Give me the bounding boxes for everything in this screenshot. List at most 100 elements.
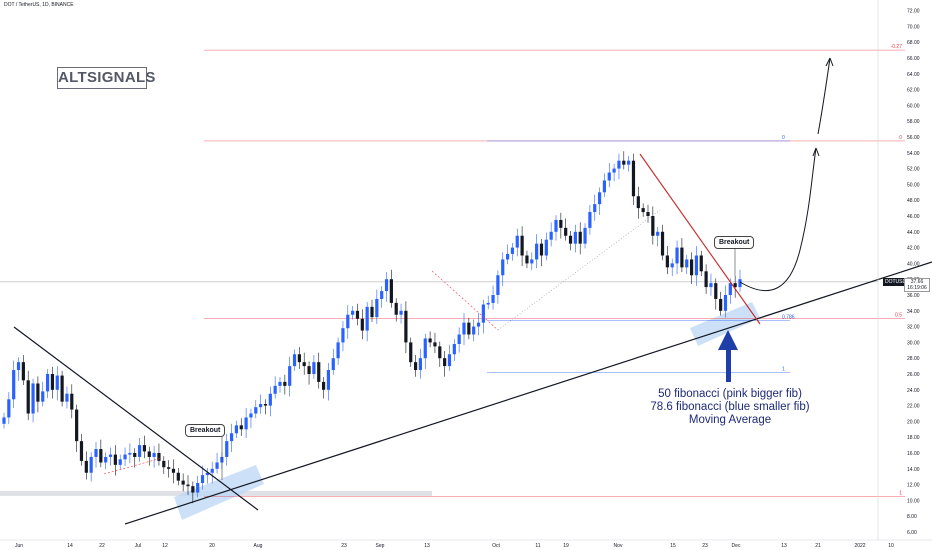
time-tick-label: Dec: [732, 543, 741, 549]
candle-body: [239, 425, 243, 430]
candle-body: [559, 219, 563, 228]
candle-body: [225, 441, 229, 457]
candle-body: [370, 306, 374, 318]
price-tick-label: 14.00: [907, 467, 920, 473]
candle: [273, 376, 277, 399]
candle: [360, 309, 364, 340]
time-tick-label: 12: [162, 543, 168, 549]
candle: [137, 437, 142, 462]
candle: [31, 378, 35, 423]
candle: [447, 344, 452, 371]
candle-body: [694, 255, 699, 276]
candle: [254, 400, 258, 419]
price-tick-label: 54.00: [907, 151, 920, 157]
symbol-badge: DOTUSDT: [883, 278, 912, 286]
candle: [200, 465, 205, 490]
dashed-line-a: [103, 457, 163, 475]
candle-body: [331, 358, 335, 371]
price-tick-label: 58.00: [907, 119, 920, 125]
candle: [336, 337, 340, 365]
candle-body: [486, 302, 490, 305]
candle-body: [341, 328, 345, 343]
candle-body: [443, 358, 447, 367]
candle: [564, 218, 568, 241]
candle-body: [583, 227, 587, 244]
candle-body: [321, 381, 326, 390]
candle-body: [65, 393, 69, 402]
candle-body: [573, 231, 577, 244]
price-tick-label: 50.00: [907, 182, 920, 188]
candle: [186, 475, 190, 495]
candle-body: [249, 413, 253, 418]
last-price: 37.66: [910, 279, 924, 285]
price-tick-label: 44.00: [907, 230, 920, 236]
candle-body: [234, 425, 239, 434]
candle: [723, 285, 728, 318]
candle: [476, 313, 481, 336]
candle-body: [491, 295, 495, 303]
bar-countdown: 16:19:06: [907, 285, 927, 291]
candle-body: [104, 456, 108, 463]
candle: [341, 321, 345, 352]
candle: [428, 331, 432, 348]
candle: [50, 366, 55, 399]
candle-body: [326, 370, 331, 390]
candle-body: [229, 433, 234, 442]
candle-body: [157, 453, 161, 461]
candle-body: [384, 279, 389, 292]
price-tick-label: 36.00: [907, 293, 920, 299]
candle: [60, 370, 64, 407]
price-tick-label: 46.00: [907, 214, 920, 220]
moving-average-line: [124, 261, 932, 525]
candle: [409, 337, 413, 367]
candle: [627, 155, 631, 172]
price-tick-label: 20.00: [907, 419, 920, 425]
candle: [157, 443, 161, 466]
time-tick-label: Nov: [614, 543, 623, 549]
price-tick-label: 66.00: [907, 56, 920, 62]
candle-body: [196, 483, 200, 493]
candle: [133, 448, 137, 468]
candle-body: [394, 302, 398, 315]
candle: [515, 228, 519, 257]
candle-body: [728, 283, 732, 295]
candle: [292, 349, 297, 371]
candle-body: [520, 235, 524, 256]
candle-body: [147, 451, 151, 457]
candle-body: [593, 204, 597, 213]
candle: [733, 276, 737, 298]
candle-body: [365, 306, 369, 331]
projection-path-1: [739, 147, 817, 292]
candle: [278, 377, 282, 393]
candle: [665, 246, 669, 275]
candle-body: [55, 375, 59, 390]
candle-body: [75, 409, 79, 442]
candle-body: [254, 407, 258, 414]
fib-pink-label: 0: [899, 135, 902, 141]
candle-body: [273, 385, 277, 394]
candle: [234, 420, 239, 438]
candle: [365, 302, 369, 342]
candle: [501, 252, 505, 286]
fib-pink-label: 1: [899, 490, 902, 496]
candle: [394, 298, 398, 322]
time-tick-label: 2022: [854, 543, 865, 549]
candle: [472, 319, 476, 342]
candle: [699, 250, 703, 277]
candle-body: [515, 235, 519, 248]
candle: [70, 384, 74, 419]
candle-body: [346, 314, 350, 329]
candle: [593, 194, 597, 221]
price-tick-label: 22.00: [907, 404, 920, 410]
candle-body: [336, 342, 340, 359]
candle: [288, 356, 292, 397]
candle: [462, 313, 466, 346]
price-tick-label: 68.00: [907, 40, 920, 46]
candle: [651, 206, 655, 245]
candle-body: [738, 279, 742, 288]
candle: [118, 454, 122, 470]
candle: [7, 392, 11, 425]
candle-body: [94, 449, 98, 457]
candle: [205, 468, 209, 484]
